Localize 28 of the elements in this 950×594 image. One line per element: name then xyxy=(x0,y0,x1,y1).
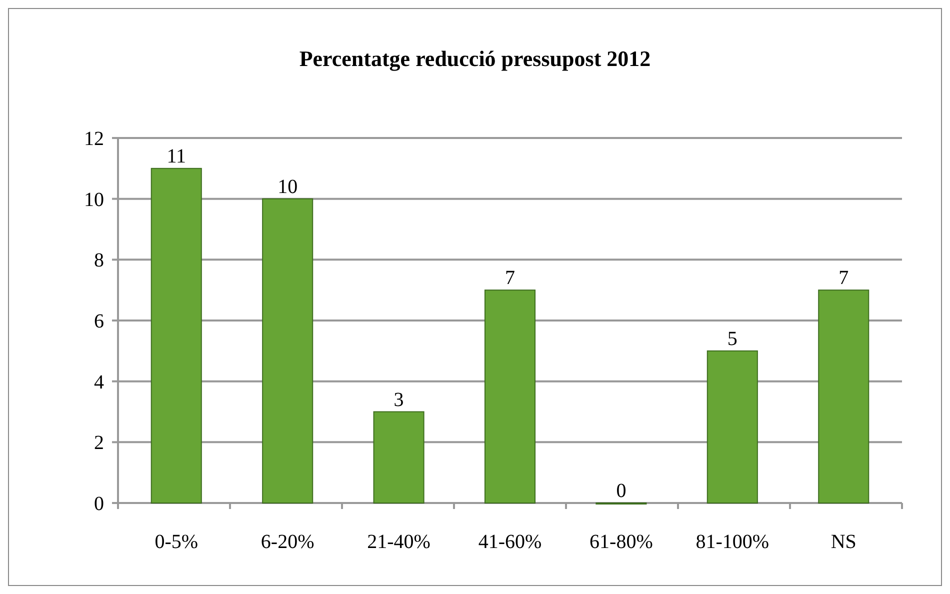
y-tick-label: 10 xyxy=(84,188,104,211)
bar xyxy=(818,290,870,504)
y-tick-label: 8 xyxy=(94,250,104,272)
data-label: 11 xyxy=(166,145,186,168)
bar xyxy=(484,290,536,504)
bar xyxy=(706,350,758,504)
data-label: 7 xyxy=(505,267,515,290)
x-tick-label: 0-5% xyxy=(154,531,198,553)
data-label: 7 xyxy=(838,267,849,290)
bar xyxy=(262,198,314,504)
chart-title: Percentatge reducció pressupost 2012 xyxy=(299,46,651,71)
bar xyxy=(373,411,424,504)
y-tick-label: 12 xyxy=(84,128,104,150)
bar xyxy=(150,168,202,504)
x-tick-label: 61-80% xyxy=(590,531,653,553)
x-tick-label: 81-100% xyxy=(696,531,770,553)
data-label: 5 xyxy=(727,328,738,350)
x-tick-label: 6-20% xyxy=(260,531,314,553)
data-label: 0 xyxy=(616,480,626,502)
y-tick-label: 2 xyxy=(94,432,104,454)
x-tick-label: 21-40% xyxy=(367,531,430,553)
x-tick-label: NS xyxy=(830,531,856,553)
y-tick-label: 0 xyxy=(94,493,104,515)
data-label: 3 xyxy=(394,388,404,411)
y-tick-label: 6 xyxy=(94,310,104,332)
x-tick-label: 41-60% xyxy=(478,531,542,553)
y-tick-label: 4 xyxy=(94,371,104,394)
data-label: 10 xyxy=(278,176,298,198)
